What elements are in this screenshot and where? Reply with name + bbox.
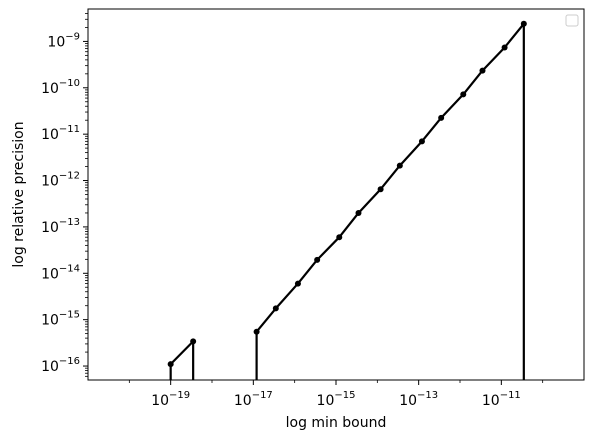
series-layer <box>167 20 527 380</box>
x-axis-label: log min bound <box>286 415 387 431</box>
data-point <box>460 91 467 98</box>
y-tick-label: 10−10 <box>41 78 80 97</box>
plot-frame <box>87 8 585 381</box>
y-tick-label: 10−15 <box>41 310 80 329</box>
data-point <box>479 67 486 74</box>
data-point <box>272 305 279 312</box>
y-tick-label: 10−12 <box>41 171 80 190</box>
series-line <box>255 22 525 380</box>
data-point <box>396 162 403 169</box>
data-point <box>294 280 301 287</box>
data-point <box>355 209 362 216</box>
series-line <box>169 340 195 380</box>
data-point <box>501 44 508 51</box>
ticks-layer: 10−19 10−17 10−15 10−13 10−11 10−16 10−15 10−14… <box>41 13 544 409</box>
data-point <box>314 256 321 263</box>
data-point <box>253 328 260 335</box>
data-point <box>336 234 343 241</box>
data-point <box>520 20 527 27</box>
x-tick-label: 10−15 <box>317 390 356 409</box>
y-tick-label: 10−9 <box>47 31 80 50</box>
y-tick-label: 10−11 <box>41 124 80 143</box>
data-point <box>377 186 384 193</box>
x-tick-label: 10−11 <box>482 390 521 409</box>
data-point <box>190 338 197 345</box>
x-tick-label: 10−13 <box>399 390 438 409</box>
data-point <box>418 138 425 145</box>
x-tick-label: 10−17 <box>234 390 273 409</box>
data-point <box>167 361 174 368</box>
y-axis-label: log relative precision <box>11 121 27 267</box>
y-tick-label: 10−14 <box>41 263 80 282</box>
y-tick-label: 10−13 <box>41 217 80 236</box>
data-point <box>438 114 445 121</box>
legend-box <box>565 14 579 27</box>
x-tick-label: 10−19 <box>151 390 190 409</box>
y-tick-label: 10−16 <box>41 356 80 375</box>
